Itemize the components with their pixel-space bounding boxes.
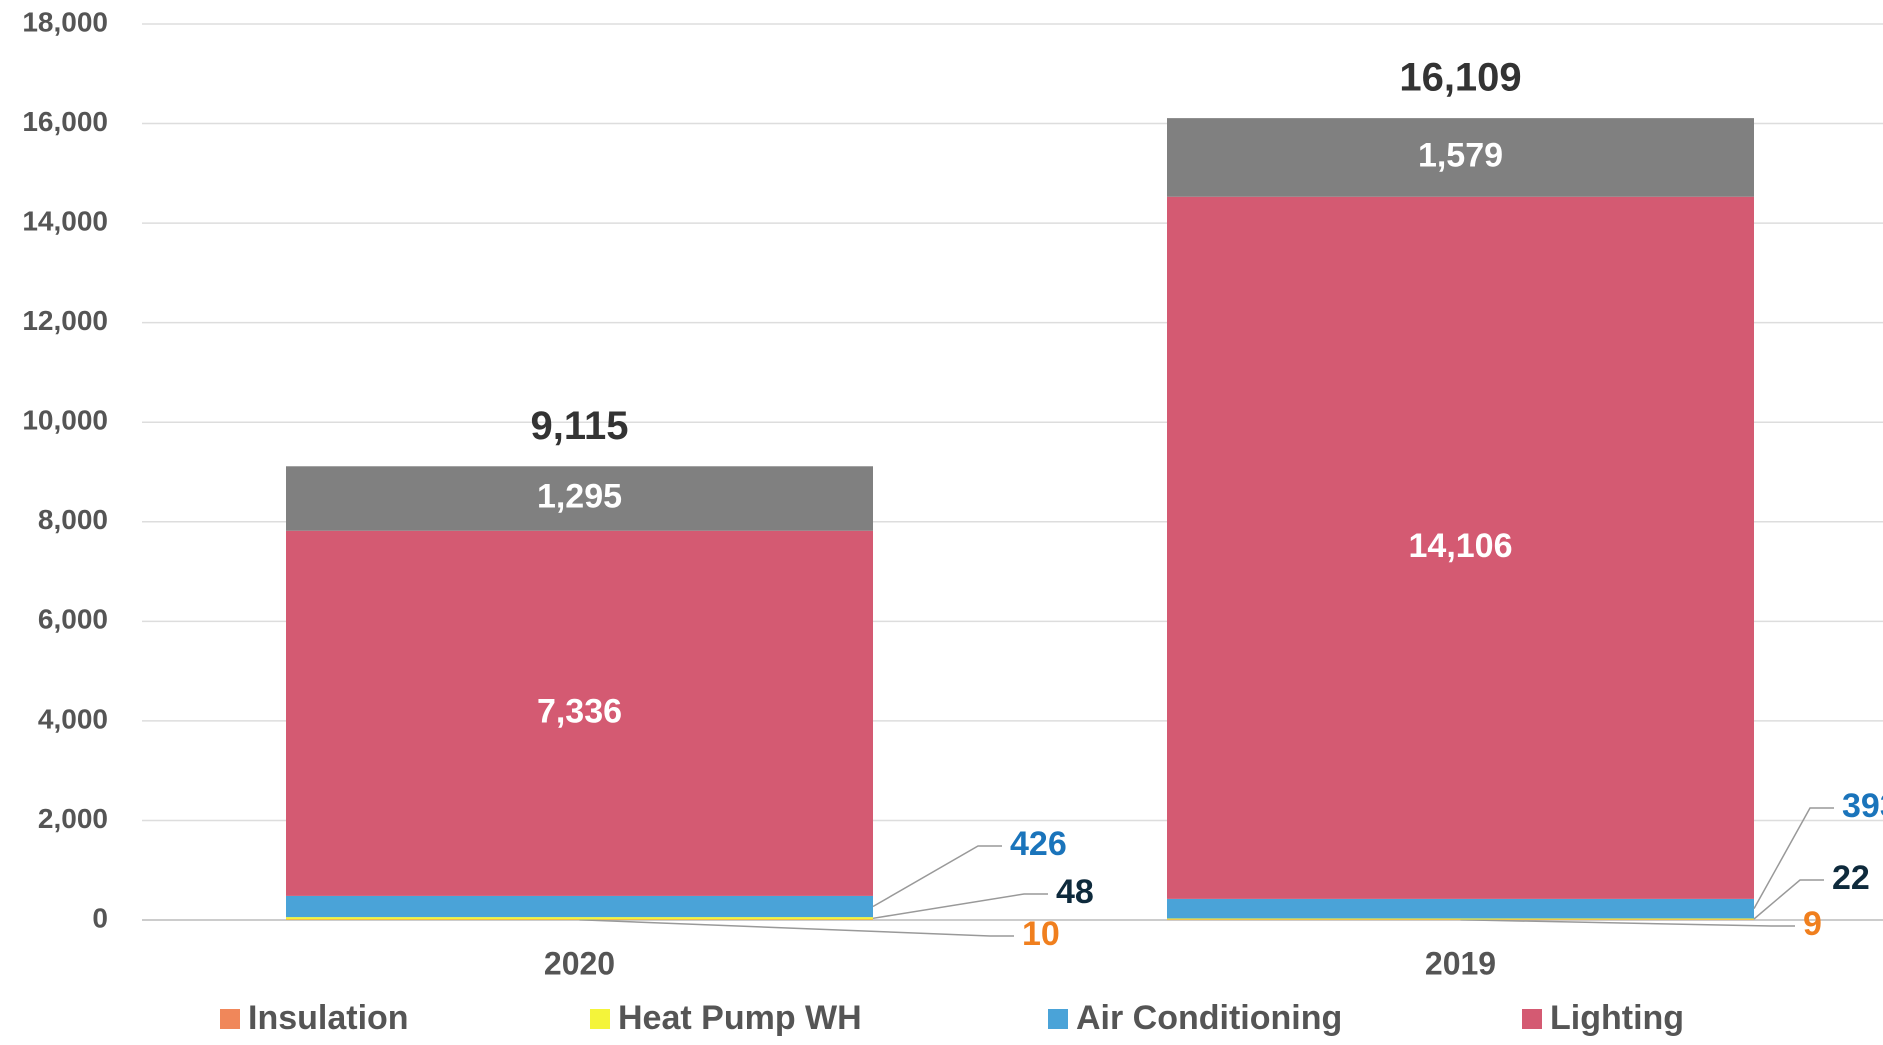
leader-line [872, 893, 1048, 920]
data-label: 14,106 [1409, 527, 1513, 565]
legend-label: Air Conditioning [1076, 999, 1342, 1037]
bar-segment [1167, 118, 1754, 197]
leader-line [1753, 807, 1834, 910]
data-label: 48 [1056, 873, 1094, 911]
y-tick-label: 14,000 [22, 206, 108, 237]
y-tick-label: 0 [92, 902, 108, 933]
bar-segment [286, 530, 873, 896]
y-tick-label: 10,000 [22, 405, 108, 436]
leader-line [872, 845, 1002, 908]
leader-line [1753, 879, 1824, 920]
bar-segment [1167, 898, 1754, 919]
bar-segment [286, 895, 873, 918]
legend-label: Lighting [1550, 999, 1684, 1037]
legend-swatch [590, 1009, 610, 1029]
y-tick-label: 8,000 [38, 504, 108, 535]
legend-label: Heat Pump WH [618, 999, 862, 1037]
data-label: 1,295 [537, 477, 622, 515]
y-tick-label: 2,000 [38, 803, 108, 834]
y-tick-label: 4,000 [38, 703, 108, 734]
data-label: 9 [1803, 905, 1822, 943]
leader-line [579, 919, 1014, 937]
y-tick-label: 16,000 [22, 106, 108, 137]
data-label: 1,579 [1418, 136, 1503, 174]
data-label: 10 [1022, 915, 1060, 953]
total-label: 9,115 [531, 404, 629, 448]
legend-swatch [220, 1009, 240, 1029]
y-tick-label: 18,000 [22, 6, 108, 37]
bar-segment [286, 466, 873, 531]
data-label: 426 [1010, 825, 1067, 863]
y-tick-label: 6,000 [38, 604, 108, 635]
legend-swatch [1048, 1009, 1068, 1029]
legend-label: Insulation [248, 999, 409, 1037]
data-label: 393 [1842, 787, 1883, 825]
x-tick-label: 2020 [544, 945, 615, 981]
total-label: 16,109 [1399, 56, 1521, 100]
bar-segment [1167, 918, 1754, 920]
x-tick-label: 2019 [1425, 945, 1496, 981]
bar-segment [1167, 196, 1754, 899]
bar-segment [286, 917, 873, 920]
leader-line [1460, 919, 1795, 927]
data-label: 7,336 [537, 692, 622, 730]
data-label: 22 [1832, 859, 1870, 897]
y-tick-label: 12,000 [22, 305, 108, 336]
legend-swatch [1522, 1009, 1542, 1029]
